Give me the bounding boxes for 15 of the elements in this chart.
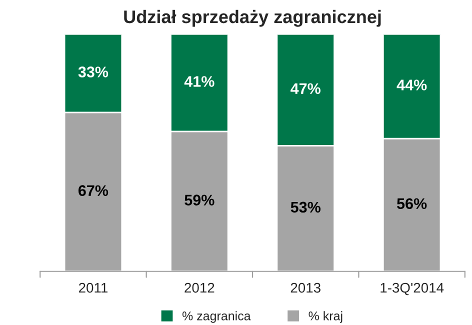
x-tick-label: 1-3Q'2014 [380, 282, 444, 296]
x-tick-label: 2013 [290, 282, 320, 293]
x-tick-label: 2012 [184, 282, 214, 293]
data-label: 33% [78, 66, 108, 78]
data-label: 67% [78, 185, 108, 196]
data-label: 53% [290, 202, 321, 213]
x-tick-label: 2011 [78, 282, 108, 293]
data-label: 56% [397, 198, 427, 210]
chart-title: Udział sprzedaży zagranicznej [124, 10, 381, 27]
data-label: 41% [184, 76, 214, 87]
data-label: 59% [184, 194, 214, 206]
legend-label: % zagranica [182, 311, 251, 323]
data-label: 47% [290, 83, 321, 94]
data-label: 44% [396, 80, 427, 90]
legend-label: % kraj [308, 311, 342, 323]
